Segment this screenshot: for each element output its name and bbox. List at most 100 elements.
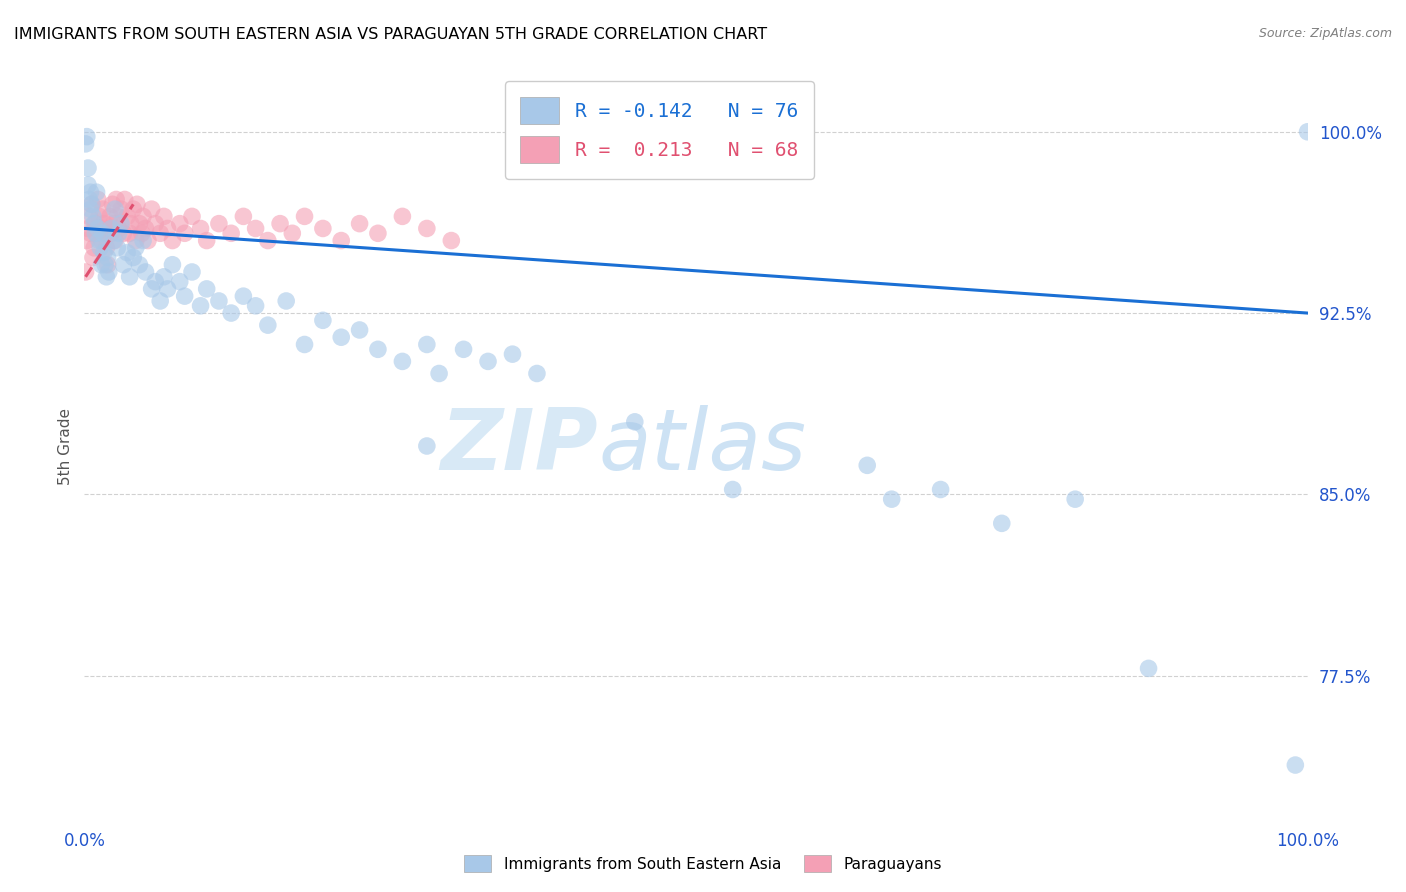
Point	[77, 221, 100, 235]
Point	[208, 217, 231, 231]
Point	[105, 193, 128, 207]
Point	[162, 258, 184, 272]
Point	[98, 210, 121, 224]
Point	[80, 197, 103, 211]
Point	[416, 439, 439, 453]
Point	[131, 227, 153, 241]
Point	[89, 221, 111, 235]
Point	[90, 258, 112, 272]
Point	[208, 293, 231, 308]
Point	[87, 234, 110, 248]
Point	[84, 227, 107, 241]
Point	[276, 293, 298, 308]
Point	[110, 202, 132, 216]
Point	[526, 367, 548, 381]
Point	[190, 299, 212, 313]
Point	[1064, 492, 1087, 507]
Point	[94, 258, 117, 272]
Point	[107, 227, 129, 241]
Point	[294, 210, 316, 224]
Point	[128, 217, 150, 231]
Point	[87, 221, 110, 235]
Point	[76, 129, 98, 144]
Point	[79, 185, 101, 199]
Point	[1137, 661, 1160, 675]
Point	[880, 492, 903, 507]
Point	[93, 217, 115, 231]
Point	[104, 202, 127, 216]
Point	[173, 289, 195, 303]
Point	[96, 241, 118, 255]
Point	[257, 234, 280, 248]
Point	[232, 289, 254, 303]
Point	[128, 258, 150, 272]
Point	[190, 221, 212, 235]
Point	[477, 354, 499, 368]
Point	[77, 193, 100, 207]
Point	[90, 234, 112, 248]
Point	[453, 343, 475, 357]
Point	[87, 210, 110, 224]
Point	[219, 227, 242, 241]
Point	[75, 136, 97, 151]
Point	[86, 227, 108, 241]
Point	[83, 241, 105, 255]
Point	[120, 217, 142, 231]
Point	[96, 269, 118, 284]
Point	[181, 210, 204, 224]
Point	[721, 483, 744, 497]
Point	[219, 306, 242, 320]
Point	[79, 227, 101, 241]
Point	[82, 251, 104, 265]
Point	[136, 234, 159, 248]
Point	[149, 227, 172, 241]
Point	[135, 265, 157, 279]
Point	[169, 275, 191, 289]
Point	[149, 293, 172, 308]
Point	[115, 210, 138, 224]
Point	[1284, 758, 1306, 772]
Point	[97, 265, 120, 279]
Point	[143, 217, 166, 231]
Point	[77, 210, 100, 224]
Point	[269, 217, 291, 231]
Point	[349, 217, 371, 231]
Point	[89, 241, 111, 255]
Legend: R = -0.142   N = 76, R =  0.213   N = 68: R = -0.142 N = 76, R = 0.213 N = 68	[505, 81, 814, 179]
Point	[125, 234, 148, 248]
Text: ZIP: ZIP	[440, 404, 598, 488]
Point	[195, 282, 218, 296]
Point	[103, 217, 125, 231]
Point	[97, 221, 120, 235]
Point	[416, 337, 439, 351]
Point	[502, 347, 524, 361]
Point	[624, 415, 647, 429]
Point	[349, 323, 371, 337]
Point	[232, 210, 254, 224]
Point	[135, 221, 157, 235]
Point	[391, 210, 413, 224]
Point	[929, 483, 952, 497]
Point	[132, 210, 155, 224]
Point	[105, 241, 128, 255]
Point	[173, 227, 195, 241]
Point	[82, 210, 104, 224]
Point	[162, 234, 184, 248]
Point	[257, 318, 280, 333]
Point	[991, 516, 1014, 531]
Point	[132, 234, 155, 248]
Point	[330, 234, 353, 248]
Point	[416, 221, 439, 235]
Point	[181, 265, 204, 279]
Point	[76, 234, 98, 248]
Point	[122, 251, 145, 265]
Point	[79, 202, 101, 216]
Point	[156, 221, 179, 235]
Point	[118, 269, 141, 284]
Point	[104, 234, 127, 248]
Point	[110, 217, 132, 231]
Legend: Immigrants from South Eastern Asia, Paraguayans: Immigrants from South Eastern Asia, Para…	[456, 847, 950, 880]
Point	[118, 227, 141, 241]
Point	[112, 258, 135, 272]
Point	[91, 202, 114, 216]
